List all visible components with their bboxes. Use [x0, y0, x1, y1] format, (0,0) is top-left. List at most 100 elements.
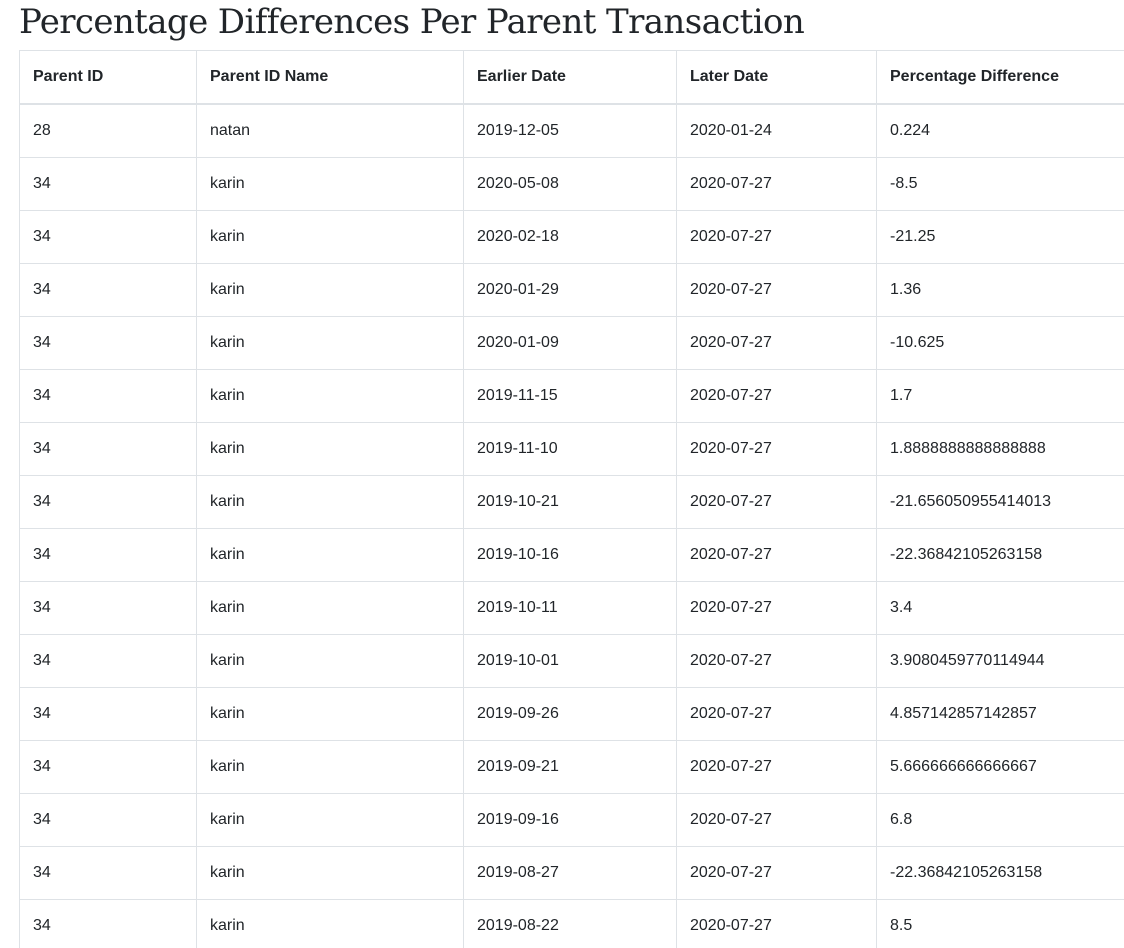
- cell-later-date: 2020-07-27: [676, 422, 877, 476]
- table-row: 34 karin 2019-09-16 2020-07-27 6.8: [19, 793, 1124, 847]
- cell-percentage-difference: 8.5: [876, 899, 1124, 948]
- cell-later-date: 2020-07-27: [676, 263, 877, 317]
- table-row: 34 karin 2019-08-22 2020-07-27 8.5: [19, 899, 1124, 948]
- cell-later-date: 2020-07-27: [676, 899, 877, 948]
- table-header-row: Parent ID Parent ID Name Earlier Date La…: [19, 50, 1124, 105]
- cell-percentage-difference: -10.625: [876, 316, 1124, 370]
- column-header-earlier-date: Earlier Date: [463, 50, 677, 105]
- cell-earlier-date: 2019-09-26: [463, 687, 677, 741]
- cell-earlier-date: 2019-09-16: [463, 793, 677, 847]
- cell-percentage-difference: 1.36: [876, 263, 1124, 317]
- cell-parent-id: 34: [19, 793, 197, 847]
- cell-earlier-date: 2019-08-22: [463, 899, 677, 948]
- column-header-parent-id-name: Parent ID Name: [196, 50, 464, 105]
- cell-parent-id: 34: [19, 210, 197, 264]
- table-row: 34 karin 2019-09-21 2020-07-27 5.66666666666…: [19, 740, 1124, 794]
- table-row: 34 karin 2019-10-16 2020-07-27 -22.368421052…: [19, 528, 1124, 582]
- table-container: Parent ID Parent ID Name Earlier Date La…: [19, 50, 1124, 948]
- cell-parent-id-name: karin: [196, 475, 464, 529]
- cell-percentage-difference: 1.8888888888888888: [876, 422, 1124, 476]
- cell-later-date: 2020-07-27: [676, 793, 877, 847]
- column-header-parent-id: Parent ID: [19, 50, 197, 105]
- cell-parent-id-name: karin: [196, 210, 464, 264]
- column-header-later-date: Later Date: [676, 50, 877, 105]
- cell-parent-id-name: karin: [196, 157, 464, 211]
- cell-percentage-difference: 6.8: [876, 793, 1124, 847]
- cell-parent-id-name: karin: [196, 263, 464, 317]
- cell-parent-id-name: karin: [196, 581, 464, 635]
- cell-percentage-difference: -22.36842105263158: [876, 528, 1124, 582]
- cell-percentage-difference: 0.224: [876, 103, 1124, 158]
- cell-parent-id-name: natan: [196, 103, 464, 158]
- cell-percentage-difference: 4.857142857142857: [876, 687, 1124, 741]
- table-body: 28 natan 2019-12-05 2020-01-24 0.224 34 karin 2…: [19, 103, 1124, 948]
- cell-later-date: 2020-07-27: [676, 846, 877, 900]
- cell-earlier-date: 2020-05-08: [463, 157, 677, 211]
- cell-parent-id-name: karin: [196, 316, 464, 370]
- table-row: 34 karin 2020-01-29 2020-07-27 1.36: [19, 263, 1124, 317]
- cell-earlier-date: 2019-08-27: [463, 846, 677, 900]
- cell-later-date: 2020-07-27: [676, 687, 877, 741]
- percentage-differences-table: Parent ID Parent ID Name Earlier Date La…: [19, 50, 1124, 948]
- cell-later-date: 2020-07-27: [676, 581, 877, 635]
- cell-earlier-date: 2019-10-01: [463, 634, 677, 688]
- cell-parent-id-name: karin: [196, 846, 464, 900]
- cell-earlier-date: 2019-11-10: [463, 422, 677, 476]
- cell-earlier-date: 2019-12-05: [463, 103, 677, 158]
- table-row: 34 karin 2019-10-21 2020-07-27 -21.656050955…: [19, 475, 1124, 529]
- cell-parent-id-name: karin: [196, 899, 464, 948]
- cell-parent-id: 34: [19, 369, 197, 423]
- column-header-percentage-difference: Percentage Difference: [876, 50, 1124, 105]
- cell-parent-id: 28: [19, 103, 197, 158]
- table-row: 34 karin 2020-01-09 2020-07-27 -10.625: [19, 316, 1124, 370]
- cell-parent-id: 34: [19, 528, 197, 582]
- cell-parent-id: 34: [19, 263, 197, 317]
- table-row: 34 karin 2019-11-10 2020-07-27 1.88888888888…: [19, 422, 1124, 476]
- cell-parent-id: 34: [19, 899, 197, 948]
- cell-earlier-date: 2019-09-21: [463, 740, 677, 794]
- cell-parent-id: 34: [19, 475, 197, 529]
- cell-percentage-difference: 5.666666666666667: [876, 740, 1124, 794]
- table-row: 34 karin 2020-02-18 2020-07-27 -21.25: [19, 210, 1124, 264]
- page-title: Percentage Differences Per Parent Transa…: [19, 2, 805, 42]
- cell-parent-id: 34: [19, 157, 197, 211]
- cell-parent-id: 34: [19, 634, 197, 688]
- cell-parent-id: 34: [19, 581, 197, 635]
- cell-later-date: 2020-07-27: [676, 210, 877, 264]
- cell-later-date: 2020-07-27: [676, 740, 877, 794]
- table-row: 28 natan 2019-12-05 2020-01-24 0.224: [19, 103, 1124, 158]
- cell-parent-id: 34: [19, 422, 197, 476]
- table-row: 34 karin 2019-09-26 2020-07-27 4.85714285714…: [19, 687, 1124, 741]
- cell-earlier-date: 2019-11-15: [463, 369, 677, 423]
- cell-earlier-date: 2019-10-21: [463, 475, 677, 529]
- cell-later-date: 2020-07-27: [676, 157, 877, 211]
- cell-earlier-date: 2019-10-16: [463, 528, 677, 582]
- cell-later-date: 2020-01-24: [676, 103, 877, 158]
- cell-percentage-difference: 3.4: [876, 581, 1124, 635]
- cell-percentage-difference: -21.25: [876, 210, 1124, 264]
- table-row: 34 karin 2019-10-11 2020-07-27 3.4: [19, 581, 1124, 635]
- cell-earlier-date: 2020-01-09: [463, 316, 677, 370]
- table-row: 34 karin 2019-08-27 2020-07-27 -22.368421052…: [19, 846, 1124, 900]
- cell-parent-id-name: karin: [196, 634, 464, 688]
- cell-later-date: 2020-07-27: [676, 316, 877, 370]
- table-row: 34 karin 2019-10-01 2020-07-27 3.90804597701…: [19, 634, 1124, 688]
- cell-parent-id-name: karin: [196, 740, 464, 794]
- cell-parent-id: 34: [19, 316, 197, 370]
- cell-earlier-date: 2019-10-11: [463, 581, 677, 635]
- cell-earlier-date: 2020-01-29: [463, 263, 677, 317]
- cell-percentage-difference: -8.5: [876, 157, 1124, 211]
- cell-later-date: 2020-07-27: [676, 369, 877, 423]
- cell-parent-id-name: karin: [196, 422, 464, 476]
- cell-parent-id: 34: [19, 687, 197, 741]
- cell-later-date: 2020-07-27: [676, 634, 877, 688]
- cell-parent-id: 34: [19, 740, 197, 794]
- cell-parent-id-name: karin: [196, 793, 464, 847]
- cell-parent-id-name: karin: [196, 687, 464, 741]
- cell-later-date: 2020-07-27: [676, 528, 877, 582]
- table-row: 34 karin 2020-05-08 2020-07-27 -8.5: [19, 157, 1124, 211]
- cell-percentage-difference: 3.9080459770114944: [876, 634, 1124, 688]
- cell-percentage-difference: -21.656050955414013: [876, 475, 1124, 529]
- cell-percentage-difference: -22.36842105263158: [876, 846, 1124, 900]
